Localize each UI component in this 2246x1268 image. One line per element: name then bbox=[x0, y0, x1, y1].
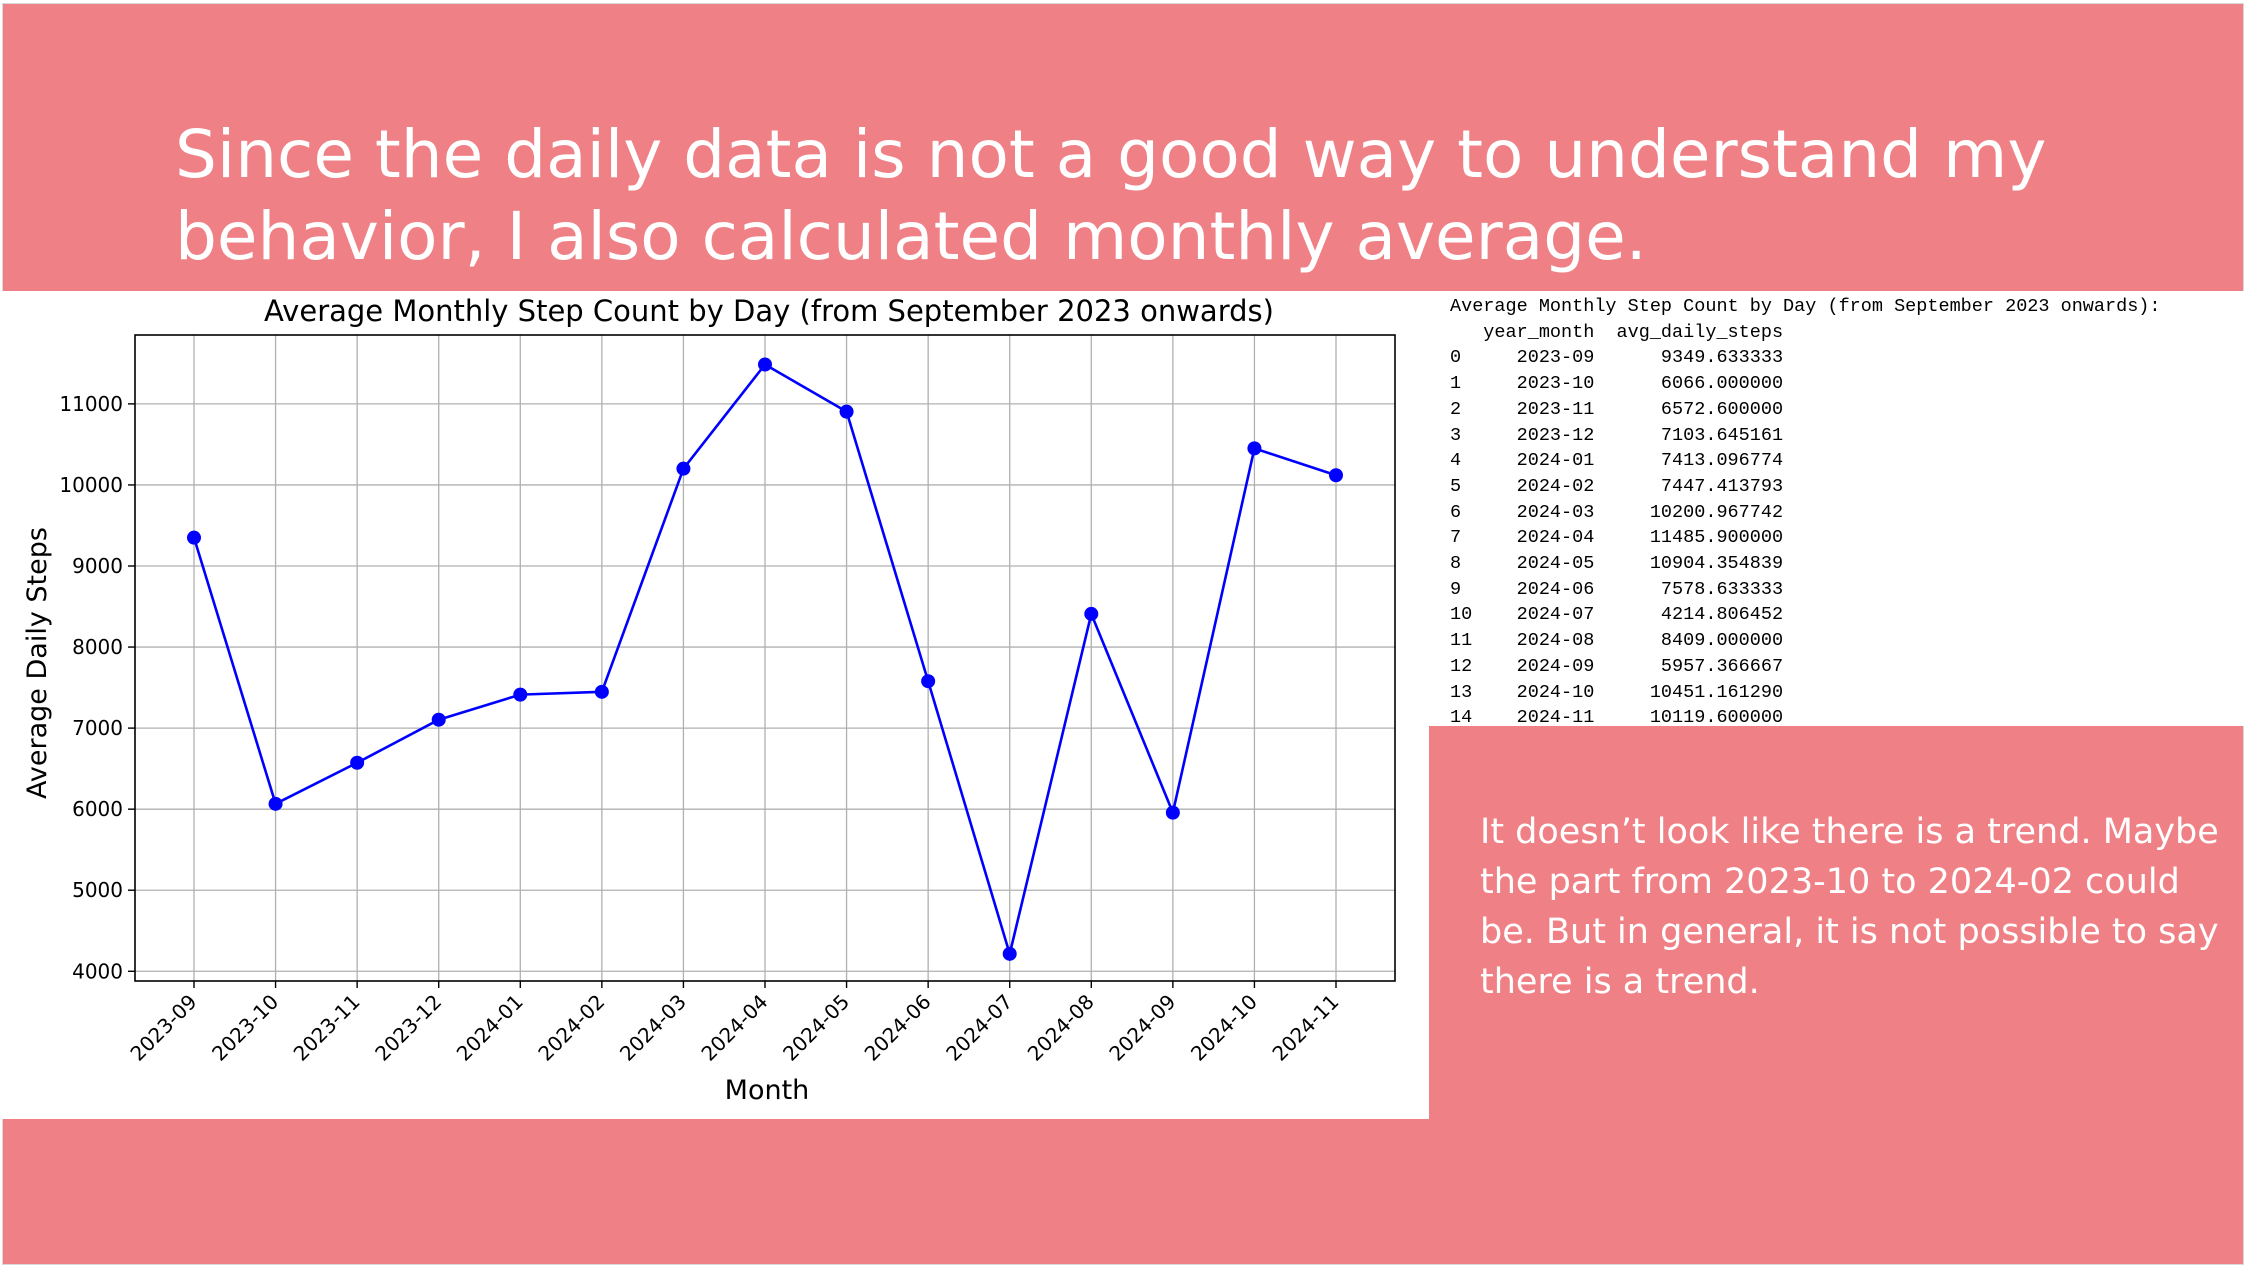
data-point bbox=[594, 684, 609, 699]
x-tick-label: 2024-09 bbox=[1104, 990, 1180, 1066]
y-tick-label: 5000 bbox=[72, 878, 123, 902]
y-tick-label: 11000 bbox=[59, 392, 123, 416]
data-point bbox=[431, 712, 446, 727]
data-point bbox=[1247, 441, 1262, 456]
x-tick-label: 2024-01 bbox=[452, 990, 528, 1066]
series bbox=[187, 357, 1343, 961]
data-point bbox=[350, 755, 365, 770]
data-point bbox=[921, 674, 936, 689]
data-point bbox=[268, 796, 283, 811]
data-point bbox=[758, 357, 772, 372]
slide-title: Since the daily data is not a good way t… bbox=[175, 114, 2075, 278]
data-point bbox=[1084, 606, 1099, 621]
grid-lines bbox=[135, 335, 1395, 981]
slide-title-line-2: behavior, I also calculated monthly aver… bbox=[175, 198, 1647, 275]
y-tick-label: 7000 bbox=[72, 716, 123, 740]
x-tick-label: 2024-10 bbox=[1186, 990, 1262, 1066]
line-chart: Average Monthly Step Count by Day (from … bbox=[22, 294, 1396, 1106]
x-tick-label: 2024-07 bbox=[941, 990, 1017, 1066]
data-point bbox=[839, 404, 854, 419]
x-tick-label: 2024-06 bbox=[860, 990, 936, 1066]
axes: 4000 5000 6000 7000 8000 9000 10000 11000 2023-0… bbox=[59, 334, 1396, 1066]
data-table-panel: Average Monthly Step Count by Day (from … bbox=[1429, 291, 2246, 726]
data-point bbox=[513, 687, 528, 702]
x-tick-label: 2024-04 bbox=[696, 990, 772, 1066]
data-point bbox=[187, 530, 201, 545]
x-tick-label: 2023-12 bbox=[370, 990, 446, 1066]
y-axis-label: Average Daily Steps bbox=[22, 527, 53, 799]
chart-title: Average Monthly Step Count by Day (from … bbox=[264, 294, 1274, 328]
x-tick-label: 2023-09 bbox=[125, 990, 201, 1066]
y-tick-label: 8000 bbox=[72, 635, 123, 659]
x-tick-label: 2024-05 bbox=[778, 990, 854, 1066]
chart-panel: Average Monthly Step Count by Day (from … bbox=[2, 291, 1429, 1119]
y-tick-label: 10000 bbox=[59, 473, 123, 497]
x-tick-label: 2024-11 bbox=[1267, 990, 1343, 1066]
x-tick-label: 2023-11 bbox=[289, 990, 365, 1066]
x-tick-label: 2023-10 bbox=[207, 990, 283, 1066]
x-axis-label: Month bbox=[725, 1075, 810, 1106]
data-point bbox=[1002, 946, 1017, 961]
x-tick-label: 2024-02 bbox=[533, 990, 609, 1066]
y-tick-label: 4000 bbox=[72, 959, 123, 983]
data-table-text: Average Monthly Step Count by Day (from … bbox=[1450, 296, 2161, 726]
slide-note: It doesn’t look like there is a trend. M… bbox=[1480, 812, 2219, 1002]
data-point bbox=[1165, 805, 1180, 820]
data-point bbox=[676, 461, 691, 476]
x-tick-label: 2024-03 bbox=[615, 990, 691, 1066]
slide-title-line-1: Since the daily data is not a good way t… bbox=[175, 116, 2047, 193]
data-point bbox=[1329, 468, 1343, 483]
y-tick-label: 9000 bbox=[72, 554, 123, 578]
y-tick-label: 6000 bbox=[72, 797, 123, 821]
x-tick-label: 2024-08 bbox=[1023, 990, 1099, 1066]
